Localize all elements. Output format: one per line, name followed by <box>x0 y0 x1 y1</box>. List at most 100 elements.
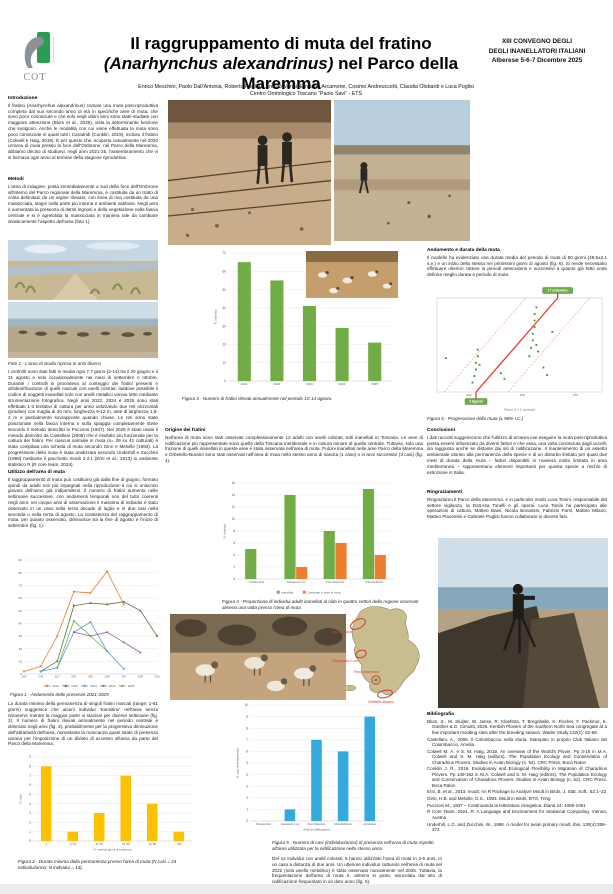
svg-text:2022: 2022 <box>274 382 281 386</box>
svg-text:16: 16 <box>231 481 235 485</box>
figure2-caption: Figura 2 - Durata minima della permanenz… <box>18 859 177 870</box>
logo-green-shape <box>37 32 50 63</box>
svg-text:9: 9 <box>29 755 31 759</box>
svg-text:2-10: 2-10 <box>70 842 76 846</box>
svg-text:3: 3 <box>29 811 31 815</box>
bibliography-ref: Ginn, H.B. and Melville, D.S., 1983. Mou… <box>427 796 551 802</box>
section-origine: Origine dei fratini Nell'area di muta so… <box>165 428 423 464</box>
svg-text:19/9: 19/9 <box>138 675 144 679</box>
svg-text:2: 2 <box>29 821 31 825</box>
svg-text:0: 0 <box>29 839 31 843</box>
conclusioni-body: I dati raccolti suggeriscono che l'utili… <box>427 434 607 475</box>
title-species: (Anarhynchus alexandrinus) <box>103 54 334 74</box>
svg-text:20: 20 <box>19 647 23 651</box>
photo-researcher-shore <box>438 538 608 708</box>
svg-text:10: 10 <box>244 703 248 707</box>
svg-text:41-60: 41-60 <box>148 842 156 846</box>
svg-text:10: 10 <box>231 517 235 521</box>
svg-text:7: 7 <box>29 774 31 778</box>
svg-text:12: 12 <box>231 505 235 509</box>
bibliography-ref: Conklin J. R., 2019. Evolutionary and Ec… <box>427 766 607 788</box>
svg-text:N. individui: N. individui <box>214 309 218 324</box>
section-metodi: Metodi L'area di indagine, posta immedia… <box>8 177 158 224</box>
svg-text:Parco Maremma: Parco Maremma <box>326 581 344 584</box>
durata-body: La durata minima della permanenza di sin… <box>8 701 158 747</box>
svg-text:8: 8 <box>233 529 235 533</box>
bibliografia-heading: Bibliografia <box>427 712 454 717</box>
bibliography-ref: Puccioni M., 1937 – Continuando la lette… <box>427 802 586 808</box>
svg-text:13/6: 13/6 <box>21 675 27 679</box>
bibliography-ref: Castellani, A., 2006. Il Colombaccio nel… <box>427 736 607 747</box>
svg-text:Giorno (1 = 1° gennaio): Giorno (1 = 1° gennaio) <box>504 408 535 412</box>
svg-text:0: 0 <box>20 672 22 676</box>
utilizzo-body: Il raggruppamento di muta può costituirs… <box>8 476 158 529</box>
photo-study-area-1 <box>8 240 158 300</box>
svg-text:Orbetello-Burano: Orbetello-Burano <box>334 823 353 826</box>
map-tuscany: Toscana Nord Castagneto C.cci Parco Mare… <box>330 600 432 710</box>
svg-text:11-20: 11-20 <box>96 842 104 846</box>
svg-text:Castagneto C.cci: Castagneto C.cci <box>287 581 306 584</box>
figure2-chart: 0 1 2 3 4 5 6 7 8 9 1 2-10 11-20 21-40 41-60 +61 N. casi… <box>18 752 196 856</box>
metodi-body: L'area di indagine, posta immediatamente… <box>8 183 158 224</box>
svg-text:6: 6 <box>29 783 31 787</box>
svg-text:11/7: 11/7 <box>55 675 61 679</box>
svg-text:Orbetello-Burano: Orbetello-Burano <box>365 581 384 584</box>
svg-text:5: 5 <box>29 793 31 797</box>
section-bibliografia: Bibliografia Blum, S., M. Sluijter, W. J… <box>427 712 607 834</box>
svg-text:10: 10 <box>222 361 226 365</box>
photo-study-area-2 <box>8 302 158 358</box>
svg-text:+61: +61 <box>176 842 181 846</box>
map-region-shape <box>351 606 420 696</box>
svg-text:20: 20 <box>222 343 226 347</box>
svg-text:14: 14 <box>231 493 235 497</box>
bibliography-list: Blum, S., M. Sluijter, W. Janse, R. Kloe… <box>427 719 607 833</box>
section-utilizzo: Utilizzo dell'area di muta Il raggruppam… <box>8 470 158 529</box>
svg-text:50: 50 <box>19 609 23 613</box>
logo-text: COT <box>24 72 47 83</box>
svg-text:90: 90 <box>19 558 23 562</box>
svg-text:8: 8 <box>29 765 31 769</box>
svg-text:60: 60 <box>19 596 23 600</box>
bibliography-ref: Erni, B. et al., 2013. moult: An R Packa… <box>427 789 607 795</box>
svg-text:40: 40 <box>19 622 23 626</box>
figure6-caption: Figura 6 - Progressione della muta (± 95… <box>427 416 524 421</box>
origine-body: Nell'area di muta sono stati osservati c… <box>165 434 423 463</box>
map-label-castagneto: Castagneto C.cci <box>332 659 358 663</box>
svg-text:2023: 2023 <box>306 382 313 386</box>
svg-text:N. casi (individui/anno): N. casi (individui/anno) <box>236 748 240 778</box>
introduzione-body: Il fratino (Anarhynchus alexandrinus) co… <box>8 102 158 160</box>
map-circle-parco-maremma <box>371 675 381 685</box>
svg-text:30: 30 <box>222 324 226 328</box>
svg-text:4: 4 <box>246 773 248 777</box>
logo-caption: Centro Ornitologico Toscano <box>52 36 55 63</box>
svg-text:2025: 2025 <box>371 382 378 386</box>
conference-line1: XIII CONVEGNO DEGLI <box>502 38 572 45</box>
svg-text:2: 2 <box>233 565 235 569</box>
svg-text:270: 270 <box>573 393 578 397</box>
svg-text:Toscana Nord: Toscana Nord <box>249 581 264 584</box>
svg-text:2022: 2022 <box>71 684 78 688</box>
individui-body: Dei 12 individui con anelli colorati, 5 … <box>272 856 442 885</box>
svg-text:4: 4 <box>29 802 31 806</box>
figure5-caption: Figura 5 - Numero di casi (individuo/ann… <box>272 840 434 851</box>
bibliography-ref: Blum, S., M. Sluijter, W. Janse, R. Kloe… <box>427 718 607 735</box>
map-marker-parco-maremma <box>374 678 378 682</box>
conference-line2: DEGLI INANELLATORI ITALIANI <box>488 47 586 55</box>
svg-text:Osservati in area di muta: Osservati in area di muta <box>307 591 341 595</box>
svg-text:6: 6 <box>246 750 248 754</box>
map-circle-castagneto <box>355 649 367 659</box>
conference-line3: Alberese 5-6-7 Dicembre 2025 <box>491 57 583 65</box>
metodi-heading: Metodi <box>8 177 24 182</box>
photo-plovers-rocks <box>170 614 346 700</box>
figure4-caption: Figura 4 - Proporzione di individui adul… <box>222 599 419 610</box>
svg-text:N. individui: N. individui <box>223 523 227 538</box>
svg-text:4: 4 <box>233 553 235 557</box>
bibliography-ref: Colwell M. A. e S. M. Haig, 2019. An ove… <box>427 748 607 765</box>
svg-text:sconosciuta: sconosciuta <box>363 823 376 826</box>
section-ringraziamenti: Ringraziamenti Ringraziamo il Parco dell… <box>427 490 607 520</box>
svg-text:Parco Maremma: Parco Maremma <box>308 823 326 826</box>
svg-text:0: 0 <box>246 819 248 823</box>
andamento-heading: Andamento e durata della muta <box>427 248 500 253</box>
bibliography-ref: R Core Team, 2024. R: A Language and Env… <box>427 809 607 820</box>
